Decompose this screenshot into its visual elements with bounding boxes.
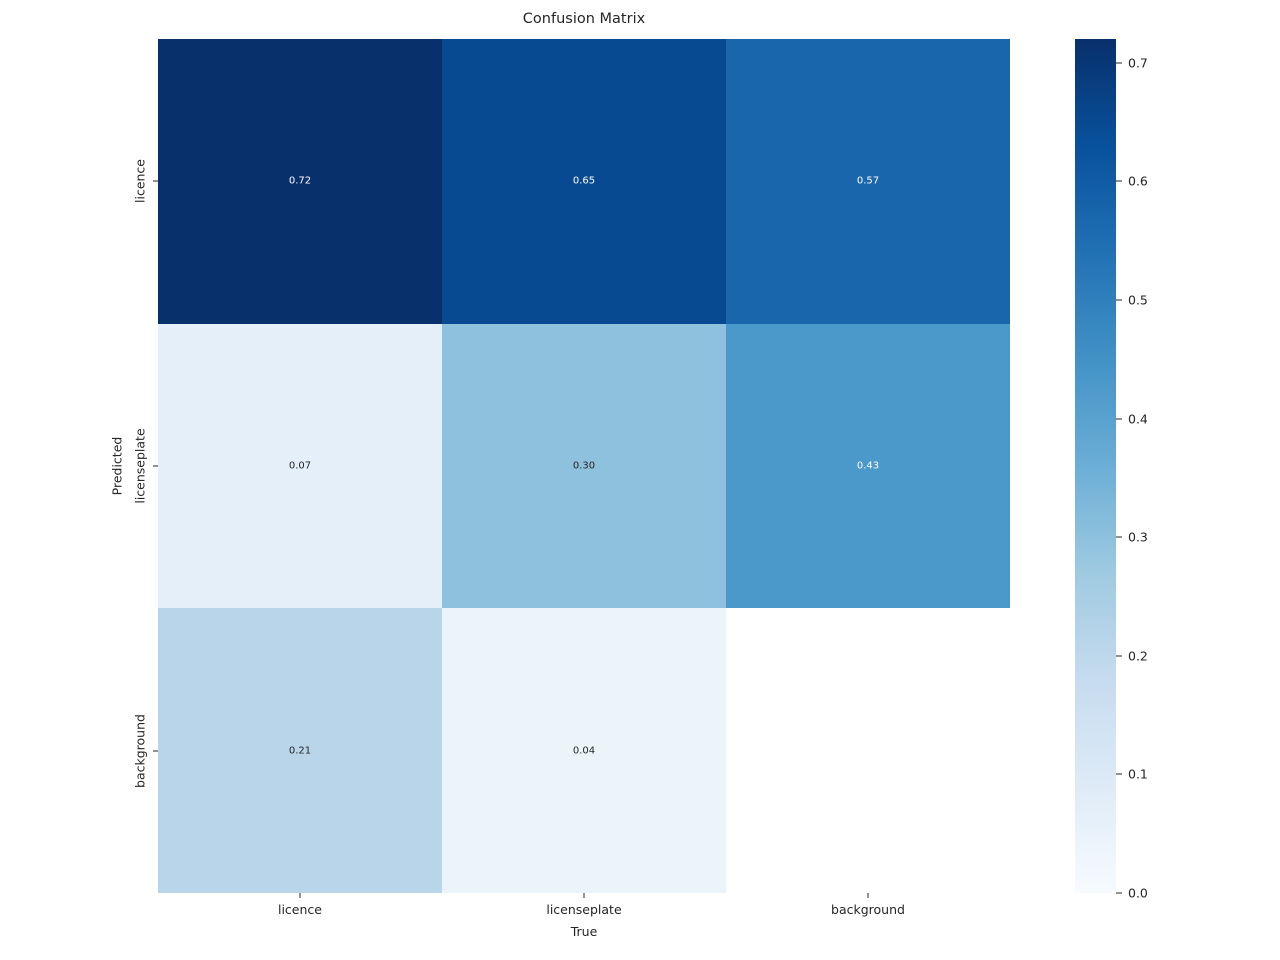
heatmap-cell-licenseplate-licenseplate: 0.30 — [442, 323, 726, 609]
colorbar-tick-label: 0.7 — [1128, 55, 1148, 71]
x-tick-mark — [299, 893, 301, 898]
colorbar-tick-label: 0.4 — [1128, 411, 1148, 427]
cell-value: 0.30 — [572, 460, 596, 472]
cell-value: 0.43 — [856, 460, 880, 472]
colorbar-gradient — [1075, 39, 1116, 893]
colorbar-tick-mark — [1116, 655, 1122, 657]
heatmap-cell-background-licenseplate: 0.04 — [442, 608, 726, 893]
cell-value: 0.57 — [856, 175, 880, 187]
colorbar-tick-mark — [1116, 180, 1122, 182]
x-tick-label-background: background — [831, 902, 905, 917]
x-tick-label-licenseplate: licenseplate — [546, 902, 622, 917]
heatmap-cell-licenseplate-licence: 0.07 — [158, 323, 442, 609]
y-tick-label-licenseplate: licenseplate — [132, 428, 148, 504]
colorbar-tick-mark — [1116, 299, 1122, 301]
x-tick-mark — [583, 893, 585, 898]
cell-value: 0.21 — [288, 745, 312, 757]
heatmap-cell-licence-background: 0.57 — [726, 39, 1010, 324]
x-axis: licence licenseplate background — [158, 893, 1010, 933]
cell-value: 0.04 — [572, 745, 596, 757]
colorbar-tick-mark — [1116, 773, 1122, 775]
y-tick-label-licence: licence — [132, 159, 148, 204]
x-axis-label: True — [570, 924, 598, 939]
chart-title: Confusion Matrix — [522, 11, 646, 27]
x-tick-label-licence: licence — [277, 902, 322, 917]
colorbar-tick-mark — [1116, 62, 1122, 64]
colorbar-tick-label: 0.0 — [1128, 885, 1148, 901]
cell-value: 0.65 — [572, 175, 596, 187]
colorbar-tick-mark — [1116, 536, 1122, 538]
y-tick-mark — [153, 750, 158, 752]
heatmap-cell-licence-licence: 0.72 — [158, 39, 442, 324]
y-tick-mark — [153, 465, 158, 467]
colorbar-tick-label: 0.3 — [1128, 529, 1148, 545]
colorbar-tick-label: 0.1 — [1128, 766, 1148, 782]
colorbar-tick-mark — [1116, 892, 1122, 894]
y-tick-label-background: background — [132, 713, 148, 788]
colorbar-tick-mark — [1116, 418, 1122, 420]
y-axis-label: Predicted — [109, 436, 125, 496]
heatmap-cell-background-licence: 0.21 — [158, 608, 442, 893]
colorbar-tick-label: 0.5 — [1128, 292, 1148, 308]
heatmap-cell-licence-licenseplate: 0.65 — [442, 39, 726, 324]
heatmap-grid: 0.72 0.65 0.57 0.07 0.30 0.43 0.21 0.04 — [158, 39, 1010, 893]
colorbar-tick-label: 0.6 — [1128, 173, 1148, 189]
heatmap-cell-background-background — [726, 608, 1010, 893]
heatmap-cell-licenseplate-background: 0.43 — [726, 323, 1010, 609]
cell-value: 0.72 — [288, 175, 312, 187]
x-tick-mark — [867, 893, 869, 898]
y-axis: licence licenseplate background — [0, 39, 158, 893]
colorbar: 0.7 0.6 0.5 0.4 0.3 0.2 0.1 0.0 — [1075, 39, 1148, 901]
colorbar-tick-label: 0.2 — [1128, 648, 1148, 664]
cell-value: 0.07 — [288, 460, 312, 472]
y-tick-mark — [153, 180, 158, 182]
